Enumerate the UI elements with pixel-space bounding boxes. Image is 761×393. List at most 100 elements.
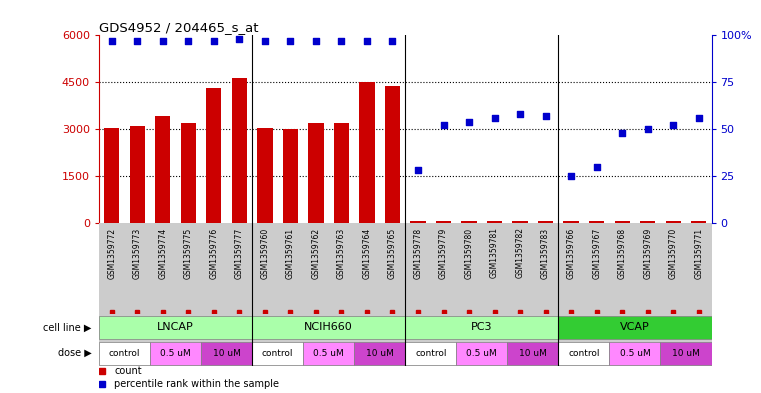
Point xyxy=(642,126,654,132)
Bar xyxy=(150,342,201,365)
Point xyxy=(540,113,552,119)
Text: 10 uM: 10 uM xyxy=(519,349,547,358)
Text: GSM1359777: GSM1359777 xyxy=(235,228,244,279)
Text: PC3: PC3 xyxy=(471,322,492,332)
Bar xyxy=(666,221,681,223)
Point xyxy=(336,38,348,44)
Text: GSM1359780: GSM1359780 xyxy=(464,228,473,279)
Text: dose ▶: dose ▶ xyxy=(58,348,91,358)
Text: GSM1359774: GSM1359774 xyxy=(158,228,167,279)
Bar xyxy=(461,221,476,223)
Bar xyxy=(487,221,502,223)
Text: 0.5 uM: 0.5 uM xyxy=(160,349,191,358)
Point xyxy=(106,38,118,44)
Bar xyxy=(563,221,579,223)
Text: control: control xyxy=(415,349,447,358)
Point xyxy=(514,111,526,117)
Text: VCAP: VCAP xyxy=(620,322,650,332)
Bar xyxy=(359,82,374,223)
Bar xyxy=(308,123,323,223)
Point xyxy=(131,38,143,44)
Text: NCIH660: NCIH660 xyxy=(304,322,353,332)
Point xyxy=(387,38,399,44)
Point xyxy=(489,115,501,121)
Bar xyxy=(252,316,406,339)
Point xyxy=(693,115,705,121)
Text: GSM1359770: GSM1359770 xyxy=(669,228,678,279)
Text: GSM1359775: GSM1359775 xyxy=(183,228,193,279)
Text: control: control xyxy=(568,349,600,358)
Bar xyxy=(406,342,457,365)
Text: GSM1359762: GSM1359762 xyxy=(311,228,320,279)
Text: 10 uM: 10 uM xyxy=(366,349,393,358)
Point xyxy=(361,38,373,44)
Text: GSM1359779: GSM1359779 xyxy=(439,228,448,279)
Bar xyxy=(283,129,298,223)
Bar xyxy=(201,342,252,365)
Text: percentile rank within the sample: percentile rank within the sample xyxy=(114,380,279,389)
Bar xyxy=(640,221,655,223)
Text: GSM1359768: GSM1359768 xyxy=(618,228,627,279)
Bar xyxy=(691,221,706,223)
Bar xyxy=(104,129,119,223)
Bar xyxy=(180,123,196,223)
Text: GDS4952 / 204465_s_at: GDS4952 / 204465_s_at xyxy=(99,21,259,34)
Bar xyxy=(406,316,559,339)
Bar xyxy=(385,86,400,223)
Text: GSM1359776: GSM1359776 xyxy=(209,228,218,279)
Text: GSM1359778: GSM1359778 xyxy=(413,228,422,279)
Text: 0.5 uM: 0.5 uM xyxy=(619,349,651,358)
Text: GSM1359766: GSM1359766 xyxy=(567,228,575,279)
Bar xyxy=(99,316,252,339)
Bar xyxy=(354,342,405,365)
Bar xyxy=(99,342,150,365)
Bar xyxy=(155,116,170,223)
Bar xyxy=(252,342,303,365)
Text: GSM1359782: GSM1359782 xyxy=(516,228,524,278)
Bar xyxy=(589,221,604,223)
Point xyxy=(438,122,450,129)
Bar xyxy=(457,342,508,365)
Point xyxy=(616,130,629,136)
Bar xyxy=(231,79,247,223)
Bar xyxy=(559,342,610,365)
Point xyxy=(667,122,680,129)
Bar xyxy=(436,221,451,223)
Text: 0.5 uM: 0.5 uM xyxy=(466,349,497,358)
Point xyxy=(259,38,271,44)
Bar xyxy=(508,342,559,365)
Text: GSM1359760: GSM1359760 xyxy=(260,228,269,279)
Text: LNCAP: LNCAP xyxy=(157,322,194,332)
Text: GSM1359771: GSM1359771 xyxy=(694,228,703,279)
Point xyxy=(208,38,220,44)
Point xyxy=(285,38,297,44)
Bar xyxy=(129,126,145,223)
Text: 0.5 uM: 0.5 uM xyxy=(314,349,344,358)
Text: GSM1359772: GSM1359772 xyxy=(107,228,116,279)
Bar xyxy=(559,316,712,339)
Text: GSM1359764: GSM1359764 xyxy=(362,228,371,279)
Bar xyxy=(206,88,221,223)
Text: GSM1359781: GSM1359781 xyxy=(490,228,499,278)
Text: GSM1359767: GSM1359767 xyxy=(592,228,601,279)
Text: GSM1359763: GSM1359763 xyxy=(337,228,346,279)
Text: GSM1359783: GSM1359783 xyxy=(541,228,550,279)
Point xyxy=(233,36,245,42)
Point xyxy=(157,38,169,44)
Text: cell line ▶: cell line ▶ xyxy=(43,322,91,332)
Text: count: count xyxy=(114,366,142,376)
Text: GSM1359773: GSM1359773 xyxy=(132,228,142,279)
Bar xyxy=(610,342,661,365)
Point xyxy=(565,173,578,179)
Text: GSM1359761: GSM1359761 xyxy=(286,228,295,279)
Bar xyxy=(615,221,630,223)
Text: GSM1359765: GSM1359765 xyxy=(388,228,397,279)
Point xyxy=(310,38,322,44)
Text: GSM1359769: GSM1359769 xyxy=(643,228,652,279)
Bar xyxy=(257,129,272,223)
Text: control: control xyxy=(109,349,140,358)
Bar xyxy=(410,221,425,223)
Bar xyxy=(661,342,712,365)
Bar xyxy=(512,221,528,223)
Bar xyxy=(538,221,553,223)
